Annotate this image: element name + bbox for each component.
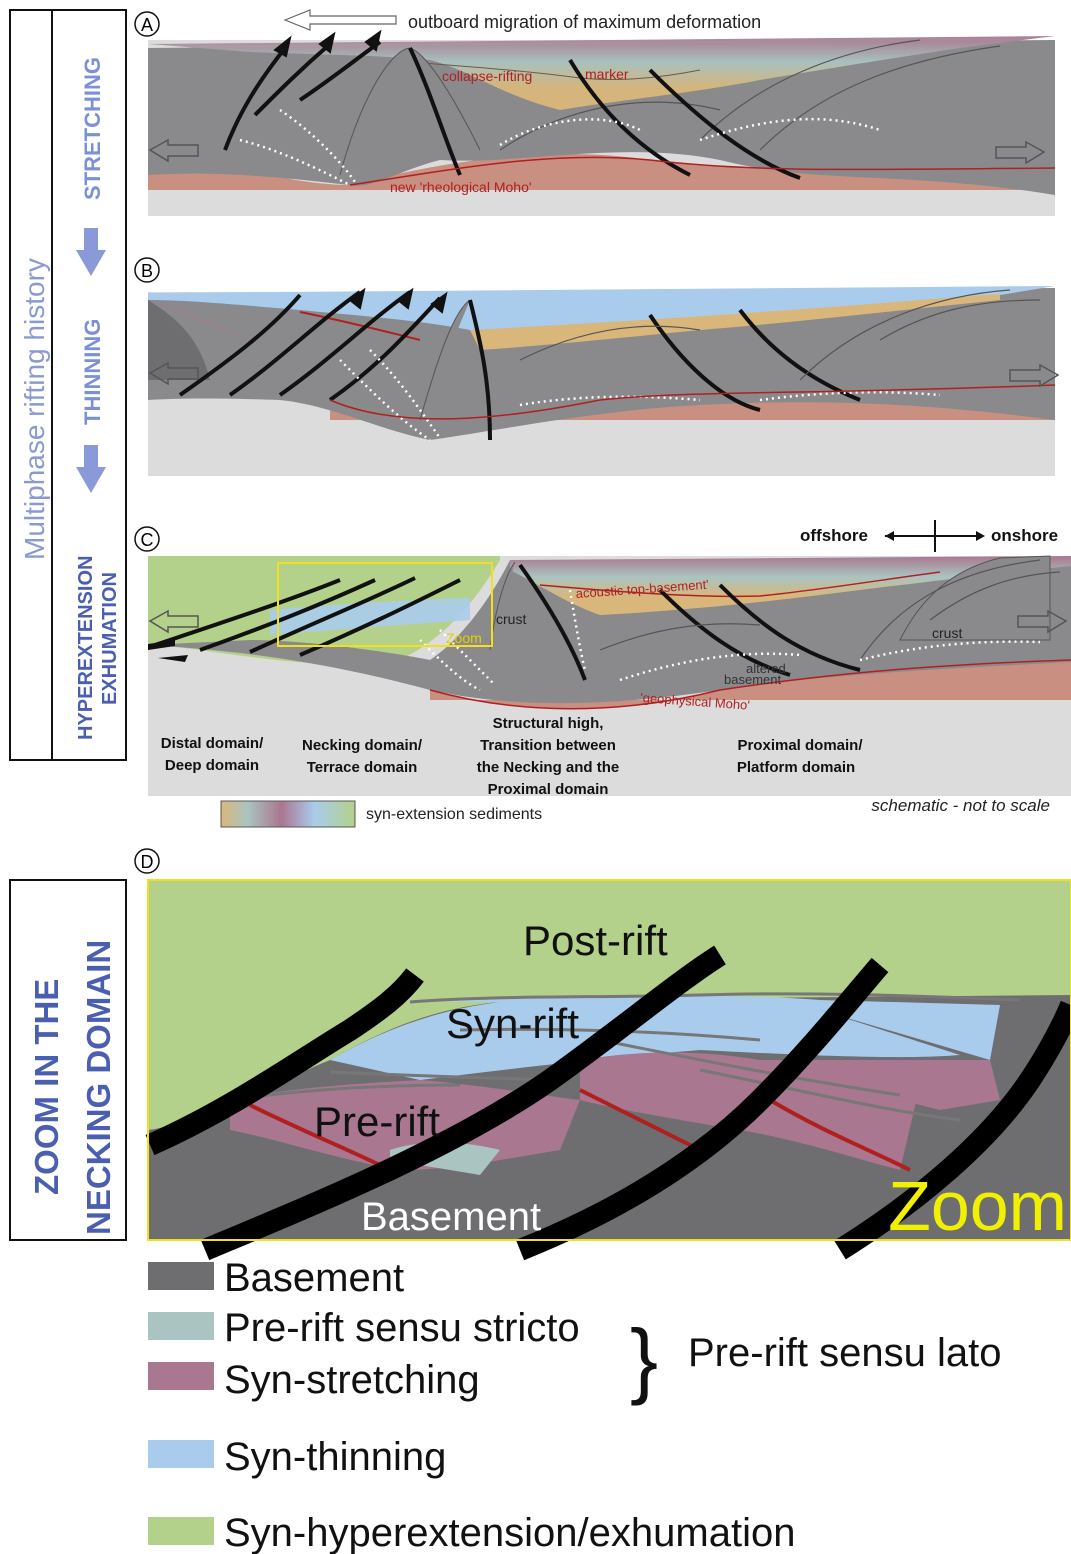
zoom-side-line1: ZOOM IN THE (28, 979, 65, 1195)
legend-swatch-synthinning (148, 1440, 214, 1468)
legend-brace-icon: } (630, 1312, 658, 1406)
domain-structural-high: Transition between (480, 737, 616, 754)
syn-extension-swatch (220, 800, 356, 828)
syn-extension-label: syn-extension sediments (366, 806, 542, 823)
basement-label: Basement (361, 1195, 541, 1239)
history-title: Multiphase rifting history (19, 258, 50, 560)
rheological-moho-label: new 'rheological Moho' (390, 179, 532, 195)
panel-b-letter: B (141, 261, 153, 281)
domain-necking: Necking domain/ (302, 737, 423, 754)
domain-structural-high: the Necking and the (477, 759, 620, 776)
panel-d: D Post-rift Syn-rift Pre-ri (134, 848, 1071, 1261)
zoom-side-box: ZOOM IN THE NECKING DOMAIN (9, 879, 127, 1241)
legend-label-synthinning: Syn-thinning (224, 1435, 446, 1479)
legend-group-label: Pre-rift sensu lato (688, 1331, 1001, 1375)
right-arrow-icon (1017, 609, 1068, 634)
legend-swatch-prerift (148, 1312, 214, 1340)
zoom-box-label: Zoom (446, 630, 482, 646)
marker-label: marker (585, 66, 629, 82)
history-side-box: Multiphase rifting history STRETCHING TH… (9, 9, 127, 761)
legend-swatch-synhyper (148, 1517, 214, 1545)
domain-structural-high: Structural high, (493, 715, 604, 732)
crust-label: crust (932, 625, 962, 641)
domain-structural-high: Proximal domain (488, 781, 609, 798)
syn-rift-label: Syn-rift (446, 1000, 579, 1047)
down-arrow-icon (76, 445, 106, 493)
offshore-label: offshore (800, 526, 868, 545)
down-arrow-icon (76, 228, 106, 276)
panel-c-letter: C (141, 530, 154, 550)
domain-proximal: Proximal domain/ (737, 737, 863, 754)
phase-hyperextension: HYPEREXTENSION (75, 556, 97, 740)
left-arrow-icon (148, 361, 199, 386)
crust-label: crust (496, 611, 526, 627)
legend-label-basement: Basement (224, 1256, 404, 1300)
legend: Basement Pre-rift sensu stricto Syn-stre… (148, 1256, 1001, 1554)
right-arrow-icon (1009, 363, 1060, 388)
phase-thinning: THINNING (80, 319, 105, 425)
panel-a-letter: A (141, 15, 153, 35)
domain-proximal: Platform domain (737, 759, 855, 776)
left-arrow-icon (148, 609, 199, 634)
legend-label-synhyper: Syn-hyperextension/exhumation (224, 1511, 795, 1554)
legend-label-prerift: Pre-rift sensu stricto (224, 1306, 580, 1350)
altered-basement-label: basement (724, 672, 781, 687)
panel-d-letter: D (141, 852, 154, 872)
zoom-box (277, 562, 493, 647)
panel-c: C offshore onshore (134, 520, 1071, 828)
onshore-label: onshore (991, 526, 1058, 545)
domain-distal: Deep domain (165, 757, 259, 774)
panel-a: A outboard migration of maximum deformat… (134, 9, 1056, 216)
post-rift-label: Post-rift (523, 917, 668, 964)
domain-distal: Distal domain/ (161, 735, 264, 752)
zoom-label: Zoom (888, 1167, 1067, 1245)
phase-exhumation: EXHUMATION (99, 572, 121, 705)
legend-label-synstretching: Syn-stretching (224, 1358, 480, 1402)
legend-swatch-basement (148, 1262, 214, 1290)
panel-b: B (134, 257, 1060, 476)
altered-basement-label: altered (746, 661, 786, 676)
schematic-note: schematic - not to scale (871, 796, 1050, 815)
right-arrow-icon (995, 140, 1046, 165)
phase-stretching: STRETCHING (80, 57, 105, 200)
pre-rift-label: Pre-rift (314, 1098, 440, 1145)
legend-swatch-synstretching (148, 1362, 214, 1390)
zoom-side-line2: NECKING DOMAIN (80, 940, 117, 1235)
migration-label: outboard migration of maximum deformatio… (408, 12, 761, 32)
left-arrow-icon (283, 9, 397, 31)
domain-necking: Terrace domain (307, 759, 418, 776)
collapse-rifting-label: collapse-rifting (442, 68, 532, 84)
left-arrow-icon (148, 138, 199, 163)
